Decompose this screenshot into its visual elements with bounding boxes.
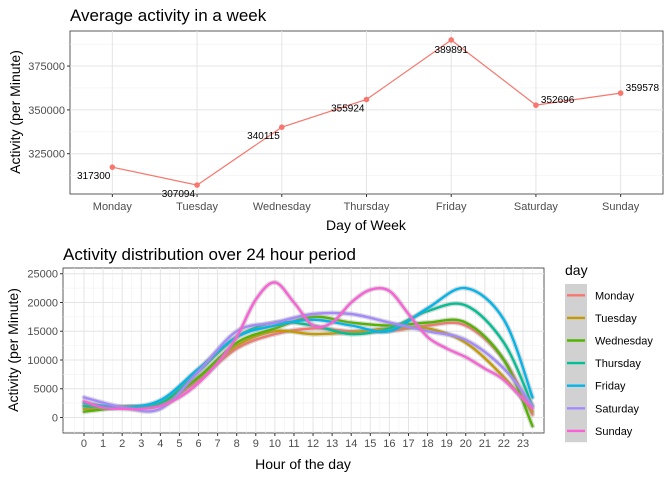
legend-label-monday: Monday xyxy=(595,290,635,302)
chart2-y-tick-label: 0 xyxy=(52,412,58,424)
chart1-title: Average activity in a week xyxy=(70,6,267,25)
chart1-point xyxy=(448,37,455,43)
chart1-x-tick-label: Saturday xyxy=(514,201,559,213)
chart2-y-tick-label: 15000 xyxy=(27,326,58,338)
chart2-x-axis-title: Hour of the day xyxy=(255,456,351,472)
chart2-x-tick-label: 7 xyxy=(215,438,221,450)
chart1-x-tick-label: Tuesday xyxy=(176,201,218,213)
chart2-x-tick-label: 0 xyxy=(81,438,87,450)
chart2-x-tick-label: 17 xyxy=(402,438,414,450)
chart2-x-tick-label: 9 xyxy=(253,438,259,450)
chart2-x-tick-label: 12 xyxy=(307,438,319,450)
chart1-data-labels: 317300 307094 340115 355924 389891 352696 3595… xyxy=(77,45,659,200)
chart2-x-tick-label: 11 xyxy=(288,438,299,450)
chart1-data-label: 355924 xyxy=(331,103,365,114)
series-line-friday xyxy=(82,286,534,409)
legend-label-tuesday: Tuesday xyxy=(595,313,637,325)
chart1-x-ticks: Monday Tuesday Wednesday Thursday Friday Satu… xyxy=(93,194,640,213)
chart2-x-tick-label: 20 xyxy=(460,438,472,450)
chart1-point xyxy=(363,96,370,103)
chart2-x-tick-label: 8 xyxy=(234,438,240,450)
legend-items: Monday Tuesday Wednesday Thursday Friday Satu… xyxy=(565,284,653,443)
chart1-x-tick-label: Wednesday xyxy=(253,201,311,213)
chart2-x-tick-label: 23 xyxy=(517,438,529,450)
chart2-x-tick-label: 3 xyxy=(138,438,144,450)
chart2-y-tick-label: 10000 xyxy=(27,355,58,367)
chart1-x-tick-label: Sunday xyxy=(602,201,640,213)
chart2-x-tick-label: 6 xyxy=(195,438,201,450)
chart2-x-tick-label: 1 xyxy=(100,438,106,450)
chart2-x-tick-label: 2 xyxy=(119,438,125,450)
chart1-data-label: 389891 xyxy=(435,45,469,56)
legend-label-wednesday: Wednesday xyxy=(595,336,653,348)
chart2-x-tick-label: 15 xyxy=(364,438,376,450)
chart2-x-tick-label: 14 xyxy=(345,438,357,450)
chart1-marks xyxy=(109,37,624,188)
chart-hourly: Activity distribution over 24 hour perio… xyxy=(5,245,545,472)
chart2-x-tick-label: 18 xyxy=(421,438,433,450)
legend: day Monday Tuesday Wednesday Thursday Friday… xyxy=(565,262,653,443)
chart1-x-tick-label: Thursday xyxy=(344,201,390,213)
chart2-x-tick-label: 21 xyxy=(479,438,491,450)
legend-label-friday: Friday xyxy=(595,381,626,393)
chart1-y-tick-label: 325000 xyxy=(28,149,65,161)
legend-label-sunday: Sunday xyxy=(595,426,633,438)
chart1-y-tick-label: 375000 xyxy=(28,61,65,73)
chart1-point xyxy=(533,102,539,108)
chart2-y-tick-label: 25000 xyxy=(27,269,58,281)
chart2-y-tick-label: 20000 xyxy=(27,297,58,309)
chart1-point xyxy=(109,164,116,170)
series-line-sunday xyxy=(82,281,534,411)
chart2-series xyxy=(81,279,535,429)
chart2-x-tick-label: 19 xyxy=(441,438,453,450)
chart1-data-label: 352696 xyxy=(541,95,575,106)
chart2-x-ticks: 0 1 2 3 4 5 6 7 8 9 10 11 12 13 14 15 16 17 18 19 20 21 22 23 xyxy=(81,433,529,450)
chart1-point xyxy=(194,182,200,188)
chart1-x-tick-label: Friday xyxy=(436,201,467,213)
chart2-y-ticks: 0 5000 10000 15000 20000 25000 xyxy=(27,269,63,424)
chart1-y-tick-label: 350000 xyxy=(28,105,65,117)
chart2-title: Activity distribution over 24 hour perio… xyxy=(63,245,356,264)
legend-title: day xyxy=(565,262,588,278)
chart2-y-axis-title: Activity (per Minute) xyxy=(5,288,21,412)
chart1-point xyxy=(278,124,285,130)
chart2-x-tick-label: 5 xyxy=(176,438,182,450)
chart2-y-tick-label: 5000 xyxy=(34,384,58,396)
legend-label-saturday: Saturday xyxy=(595,403,640,415)
chart-weekly: Average activity in a week 3250003500003… xyxy=(7,6,664,233)
chart1-grid xyxy=(70,31,663,194)
chart1-y-ticks: 325000 350000 375000 xyxy=(28,61,70,161)
chart2-x-tick-label: 10 xyxy=(269,438,281,450)
chart1-data-label: 307094 xyxy=(162,189,196,200)
chart1-y-axis-title: Activity (per Minute) xyxy=(7,50,23,174)
chart2-x-tick-label: 16 xyxy=(383,438,395,450)
series-line-saturday xyxy=(82,311,534,413)
chart1-x-tick-label: Monday xyxy=(93,201,133,213)
legend-label-thursday: Thursday xyxy=(595,358,641,370)
chart1-x-axis-title: Day of Week xyxy=(326,217,407,233)
chart1-point xyxy=(617,90,624,96)
chart2-x-tick-label: 13 xyxy=(326,438,338,450)
chart1-data-label: 359578 xyxy=(626,83,660,94)
chart2-x-tick-label: 22 xyxy=(498,438,510,450)
chart1-data-label: 317300 xyxy=(77,171,111,182)
chart2-x-tick-label: 4 xyxy=(157,438,163,450)
chart1-data-label: 340115 xyxy=(247,131,280,142)
